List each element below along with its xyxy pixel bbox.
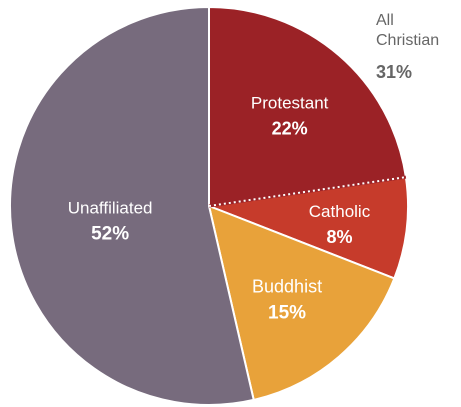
pie-slice-protestant: [208, 5, 408, 208]
pie-slice-unaffiliated: [9, 5, 255, 406]
annotation-line1: All: [376, 12, 394, 29]
slice-label-protestant: Protestant: [251, 94, 329, 113]
slice-value-unaffiliated: 52%: [91, 223, 129, 244]
slice-value-buddhist: 15%: [268, 302, 306, 323]
pie-slice-catholic: [205, 175, 409, 280]
christian-annotation: All Christian 31%: [376, 12, 439, 82]
slice-label-buddhist: Buddhist: [252, 276, 322, 296]
slice-label-unaffiliated: Unaffiliated: [68, 198, 153, 217]
slice-value-catholic: 8%: [326, 227, 352, 247]
annotation-line2: Christian: [376, 32, 439, 49]
pie-labels: Protestant 22% Catholic 8% Buddhist 15% Unaffi…: [68, 94, 371, 324]
annotation-value: 31%: [376, 62, 412, 82]
pie-slice-buddhist: [207, 204, 396, 402]
slice-label-catholic: Catholic: [309, 202, 371, 221]
pie-slices: [9, 5, 409, 406]
slice-value-protestant: 22%: [272, 119, 308, 139]
christian-divider-dotted: [208, 176, 407, 207]
